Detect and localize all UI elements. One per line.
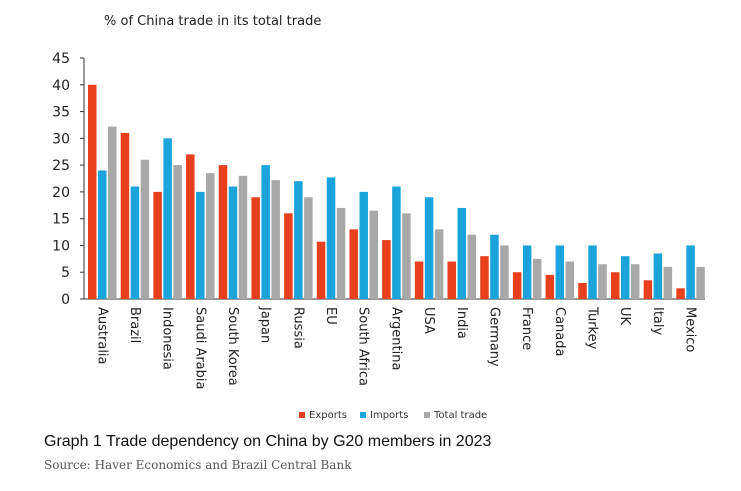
bar-imports [98,170,107,299]
graph-caption-title: Graph 1 Trade dependency on China by G20… [44,433,492,450]
bar-imports [588,245,597,299]
bar-total-trade [238,175,248,299]
bar-exports [545,274,555,299]
bar-exports [153,191,162,299]
bar-imports [686,245,695,299]
x-tick-label: EU [323,307,338,325]
bar-exports [88,84,97,300]
bar-exports [186,154,195,299]
x-tick-label: Argentina [388,307,403,370]
bar-imports [490,234,499,299]
x-tick-label: Germany [486,307,501,367]
bar-imports [359,191,368,299]
bar-imports [555,245,565,299]
bar-imports [457,207,467,299]
y-tick-label: 0 [61,292,70,308]
y-tick-label: 5 [61,265,70,281]
bar-total-trade [434,229,444,299]
bar-total-trade [173,165,182,299]
legend-label: Imports [370,410,408,421]
x-tick-label: Australia [94,307,109,365]
x-tick-label: India [454,307,469,339]
x-tick-label: Brazil [127,307,142,343]
legend-label: Total trade [433,410,487,421]
y-tick-label: 25 [52,158,70,174]
bar-total-trade [696,266,705,299]
bar-imports [653,253,663,299]
x-tick-label: Turkey [585,306,600,350]
x-tick-label: Russia [290,307,305,349]
bar-total-trade [369,210,378,299]
y-tick-label: 30 [52,131,70,147]
bar-total-trade [271,180,280,299]
bar-exports [643,280,653,299]
x-tick-label: USA [421,307,436,334]
y-axis-title: % of China trade in its total trade [104,14,322,29]
y-tick-label: 10 [52,238,70,254]
bar-exports [447,261,457,299]
x-tick-label: Indonesia [160,307,175,370]
bar-exports [218,165,228,299]
x-tick-label: South Korea [225,307,240,386]
bar-imports [392,186,401,299]
bar-total-trade [402,213,411,299]
bar-total-trade [630,264,640,299]
x-tick-label: France [519,307,534,350]
graph-caption-source: Source: Haver Economics and Brazil Centr… [44,458,352,472]
bar-total-trade [304,197,313,299]
bar-total-trade [663,266,673,299]
x-tick-label: Canada [552,307,567,356]
legend-swatch [424,412,430,418]
bar-imports [620,256,630,299]
bar-chart: 0 5 10 15 20 25 30 35 40 45 Australia Brazil Indones… [52,51,705,421]
bar-imports [196,191,205,299]
y-tick-label: 45 [52,51,70,67]
bar-exports [316,241,326,299]
bar-exports [382,240,391,299]
y-tick-label: 40 [52,78,70,94]
legend-label: Exports [309,410,347,421]
bar-exports [120,132,130,299]
bar-exports [349,229,358,299]
bar-exports [512,272,522,299]
bar-imports [163,138,172,299]
bar-exports [414,261,424,299]
bar-imports [522,245,532,299]
x-tick-label: UK [617,307,632,326]
x-tick-label: Japan [258,306,273,343]
bar-total-trade [336,207,346,299]
bar-imports [228,186,238,299]
bar-exports [251,197,260,299]
bar-exports [480,256,489,299]
y-tick-label: 20 [52,185,70,201]
bar-total-trade [108,126,117,299]
bar-imports [261,165,270,299]
x-tick-label: South Africa [356,307,371,386]
bar-imports [294,181,303,299]
bar-exports [578,282,587,299]
y-tick-label: 35 [52,105,70,121]
bar-total-trade [598,264,607,299]
bar-total-trade [467,234,477,299]
bar-exports [610,272,620,299]
bar-exports [284,213,293,299]
bar-imports [326,177,336,299]
legend-swatch [360,412,366,418]
bar-total-trade [500,245,509,299]
x-tick-label: Italy [650,307,665,336]
bar-total-trade [532,258,542,299]
bar-imports [424,197,434,299]
bar-total-trade [140,159,150,299]
bar-exports [676,288,685,299]
y-tick-label: 15 [52,212,70,228]
bar-total-trade [565,261,575,299]
bar-imports [130,186,140,299]
legend-swatch [299,412,305,418]
x-tick-label: Mexico [683,307,698,352]
bar-total-trade [206,173,215,299]
x-tick-label: Saudi Arabia [192,307,207,390]
